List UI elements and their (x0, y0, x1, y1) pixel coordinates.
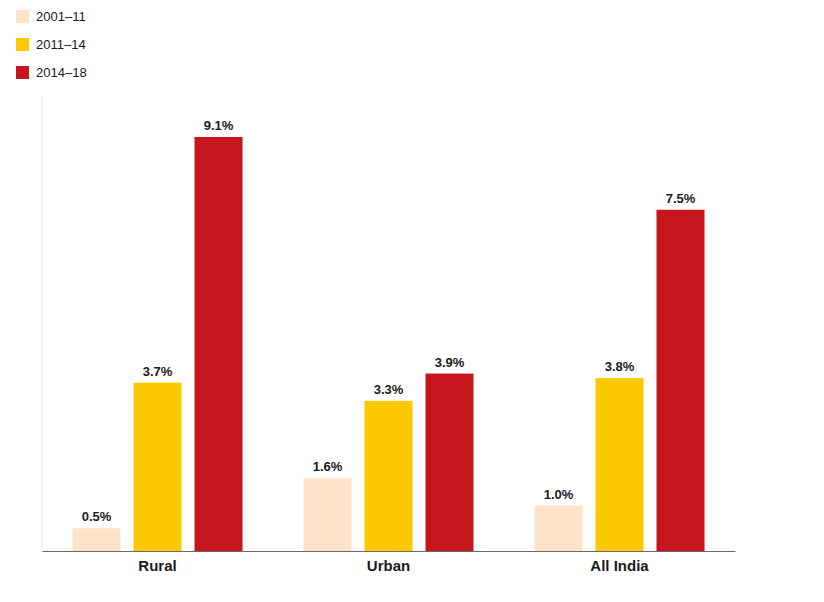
legend-label: 2001–11 (36, 9, 86, 24)
bar (194, 137, 242, 551)
legend-swatch (16, 10, 29, 23)
data-label: 3.7% (143, 364, 173, 379)
data-label: 9.1% (204, 118, 234, 133)
x-tick-label: All India (590, 557, 649, 574)
legend-label: 2011–14 (36, 37, 86, 52)
data-label: 0.5% (82, 509, 112, 524)
bar (425, 374, 473, 551)
bar (364, 401, 412, 551)
legend-label: 2014–18 (36, 65, 87, 80)
data-labels: 0.5% 1.6% 1.0% 3.7% 3.3% 3.8% 9.1% 3.9% 7.5% (82, 118, 696, 524)
bar (72, 528, 120, 551)
x-tick-label: Rural (138, 557, 176, 574)
legend-item: 2001–11 (16, 9, 86, 24)
data-label: 1.6% (313, 459, 343, 474)
data-label: 1.0% (544, 487, 574, 502)
x-axis-line (43, 551, 736, 552)
x-tick: All India (590, 551, 649, 574)
data-label: 3.3% (374, 382, 404, 397)
legend-swatch (16, 66, 29, 79)
y-axis-line (42, 96, 43, 551)
legend-swatch (16, 38, 29, 51)
chart: 0.5% 1.6% 1.0% 3.7% 3.3% 3.8% 9.1% 3.9% 7.5% Rura… (0, 0, 824, 602)
x-axis: Rural Urban All India (43, 551, 736, 574)
legend: 2001–11 2011–14 2014–18 (16, 9, 87, 80)
legend-item: 2014–18 (16, 65, 87, 80)
x-tick-label: Urban (367, 557, 410, 574)
data-label: 7.5% (666, 191, 696, 206)
data-label: 3.9% (435, 355, 465, 370)
bar (133, 383, 181, 551)
bar (656, 210, 704, 551)
x-tick: Urban (367, 551, 410, 574)
bars (72, 137, 704, 551)
x-tick: Rural (138, 551, 176, 574)
bar (534, 506, 582, 552)
bar (595, 378, 643, 551)
data-label: 3.8% (605, 359, 635, 374)
legend-item: 2011–14 (16, 37, 86, 52)
bar (303, 478, 351, 551)
